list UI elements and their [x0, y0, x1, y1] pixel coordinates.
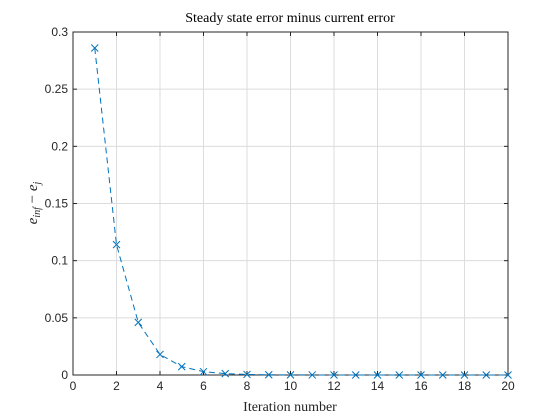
data-point-marker — [243, 370, 251, 379]
x-axis-label: Iteration number — [243, 400, 337, 415]
data-point-marker — [438, 371, 447, 379]
x-tick-label: 18 — [458, 379, 472, 393]
y-tick-labels: 0 0.05 0.1 0.15 0.2 0.25 0.3 — [45, 25, 69, 382]
x-tick-label: 16 — [414, 379, 428, 393]
y-tick-label: 0.25 — [45, 82, 69, 96]
data-point-marker — [286, 371, 295, 379]
data-point-marker — [221, 369, 230, 378]
data-point-marker — [112, 240, 121, 249]
chart-title: Steady state error minus current error — [185, 11, 395, 26]
y-label-e2: e — [25, 184, 41, 191]
data-point-marker — [504, 371, 512, 379]
y-label-e1: e — [25, 217, 41, 224]
y-tick-label: 0.2 — [51, 139, 68, 153]
data-point-marker — [134, 318, 143, 327]
x-tick-label: 8 — [244, 379, 251, 393]
y-tick-label: 0.3 — [51, 25, 68, 39]
y-label-sub1: inf — [32, 206, 43, 218]
y-label-sub2: j — [32, 181, 43, 186]
y-tick-label: 0.15 — [45, 197, 69, 211]
x-tick-label: 12 — [327, 379, 341, 393]
x-tick-label: 10 — [284, 379, 298, 393]
data-point-marker — [264, 370, 273, 379]
data-point-marker — [395, 371, 404, 379]
x-tick-labels: 0 2 4 6 8 10 12 14 16 18 20 — [70, 379, 515, 393]
series-line — [94, 47, 508, 376]
data-point-marker — [330, 371, 338, 379]
x-tick-label: 6 — [200, 379, 207, 393]
data-point-marker — [90, 44, 99, 52]
data-point-marker — [373, 371, 382, 379]
ticks — [72, 31, 509, 376]
y-axis-label: einf − ej — [25, 181, 43, 224]
x-tick-label: 4 — [157, 379, 164, 393]
x-tick-label: 0 — [70, 379, 77, 393]
data-point-marker — [417, 371, 425, 379]
series-markers — [90, 44, 512, 379]
x-tick-label: 14 — [371, 379, 385, 393]
data-point-marker — [177, 362, 186, 371]
x-tick-label: 20 — [501, 379, 515, 393]
data-point-marker — [156, 350, 164, 359]
data-point-marker — [482, 371, 491, 379]
data-point-marker — [460, 371, 469, 379]
data-point-marker — [308, 371, 317, 379]
y-tick-label: 0 — [61, 368, 68, 382]
y-tick-label: 0.05 — [45, 311, 69, 325]
y-label-operator: − — [25, 191, 41, 207]
x-tick-label: 2 — [113, 379, 120, 393]
data-point-marker — [351, 371, 360, 379]
y-tick-label: 0.1 — [51, 254, 68, 268]
data-point-marker — [199, 367, 208, 376]
